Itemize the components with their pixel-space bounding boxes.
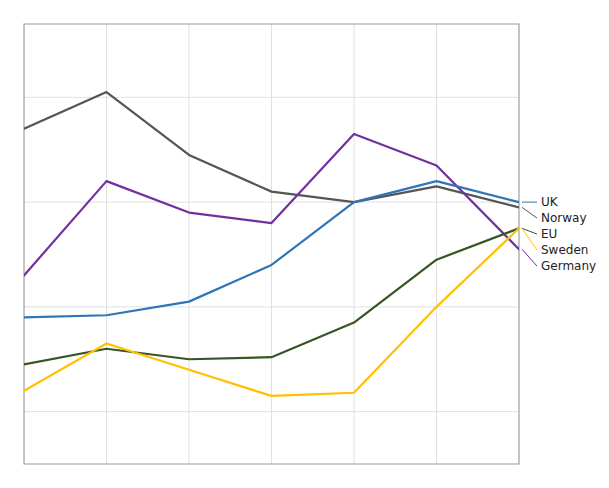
- series-line: [24, 228, 519, 396]
- grid-line-x: [436, 24, 437, 464]
- plot-frame: [24, 24, 519, 464]
- grid-line-x: [271, 24, 272, 464]
- label-leader: [522, 202, 537, 203]
- plot-area: [24, 24, 519, 464]
- label-leader: [522, 249, 537, 266]
- grid-line-x: [189, 24, 190, 464]
- lines: [24, 92, 519, 396]
- series-label: UK: [541, 195, 559, 209]
- series-line: [24, 181, 519, 317]
- grid-line-x: [106, 24, 107, 464]
- series-line: [24, 134, 519, 275]
- series-label: Germany: [541, 259, 596, 273]
- grid: [24, 24, 519, 464]
- label-leader: [522, 228, 537, 250]
- line-labels: UK Norway EU Sweden Germany: [522, 195, 596, 273]
- series-line: [24, 228, 519, 364]
- series-label: Norway: [541, 211, 587, 225]
- series-label: Sweden: [541, 243, 588, 257]
- grid-line-x: [354, 24, 355, 464]
- label-leader: [522, 207, 537, 218]
- chart-container: UK Norway EU Sweden Germany: [0, 0, 609, 488]
- series-label: EU: [541, 227, 557, 241]
- chart: UK Norway EU Sweden Germany: [0, 0, 609, 488]
